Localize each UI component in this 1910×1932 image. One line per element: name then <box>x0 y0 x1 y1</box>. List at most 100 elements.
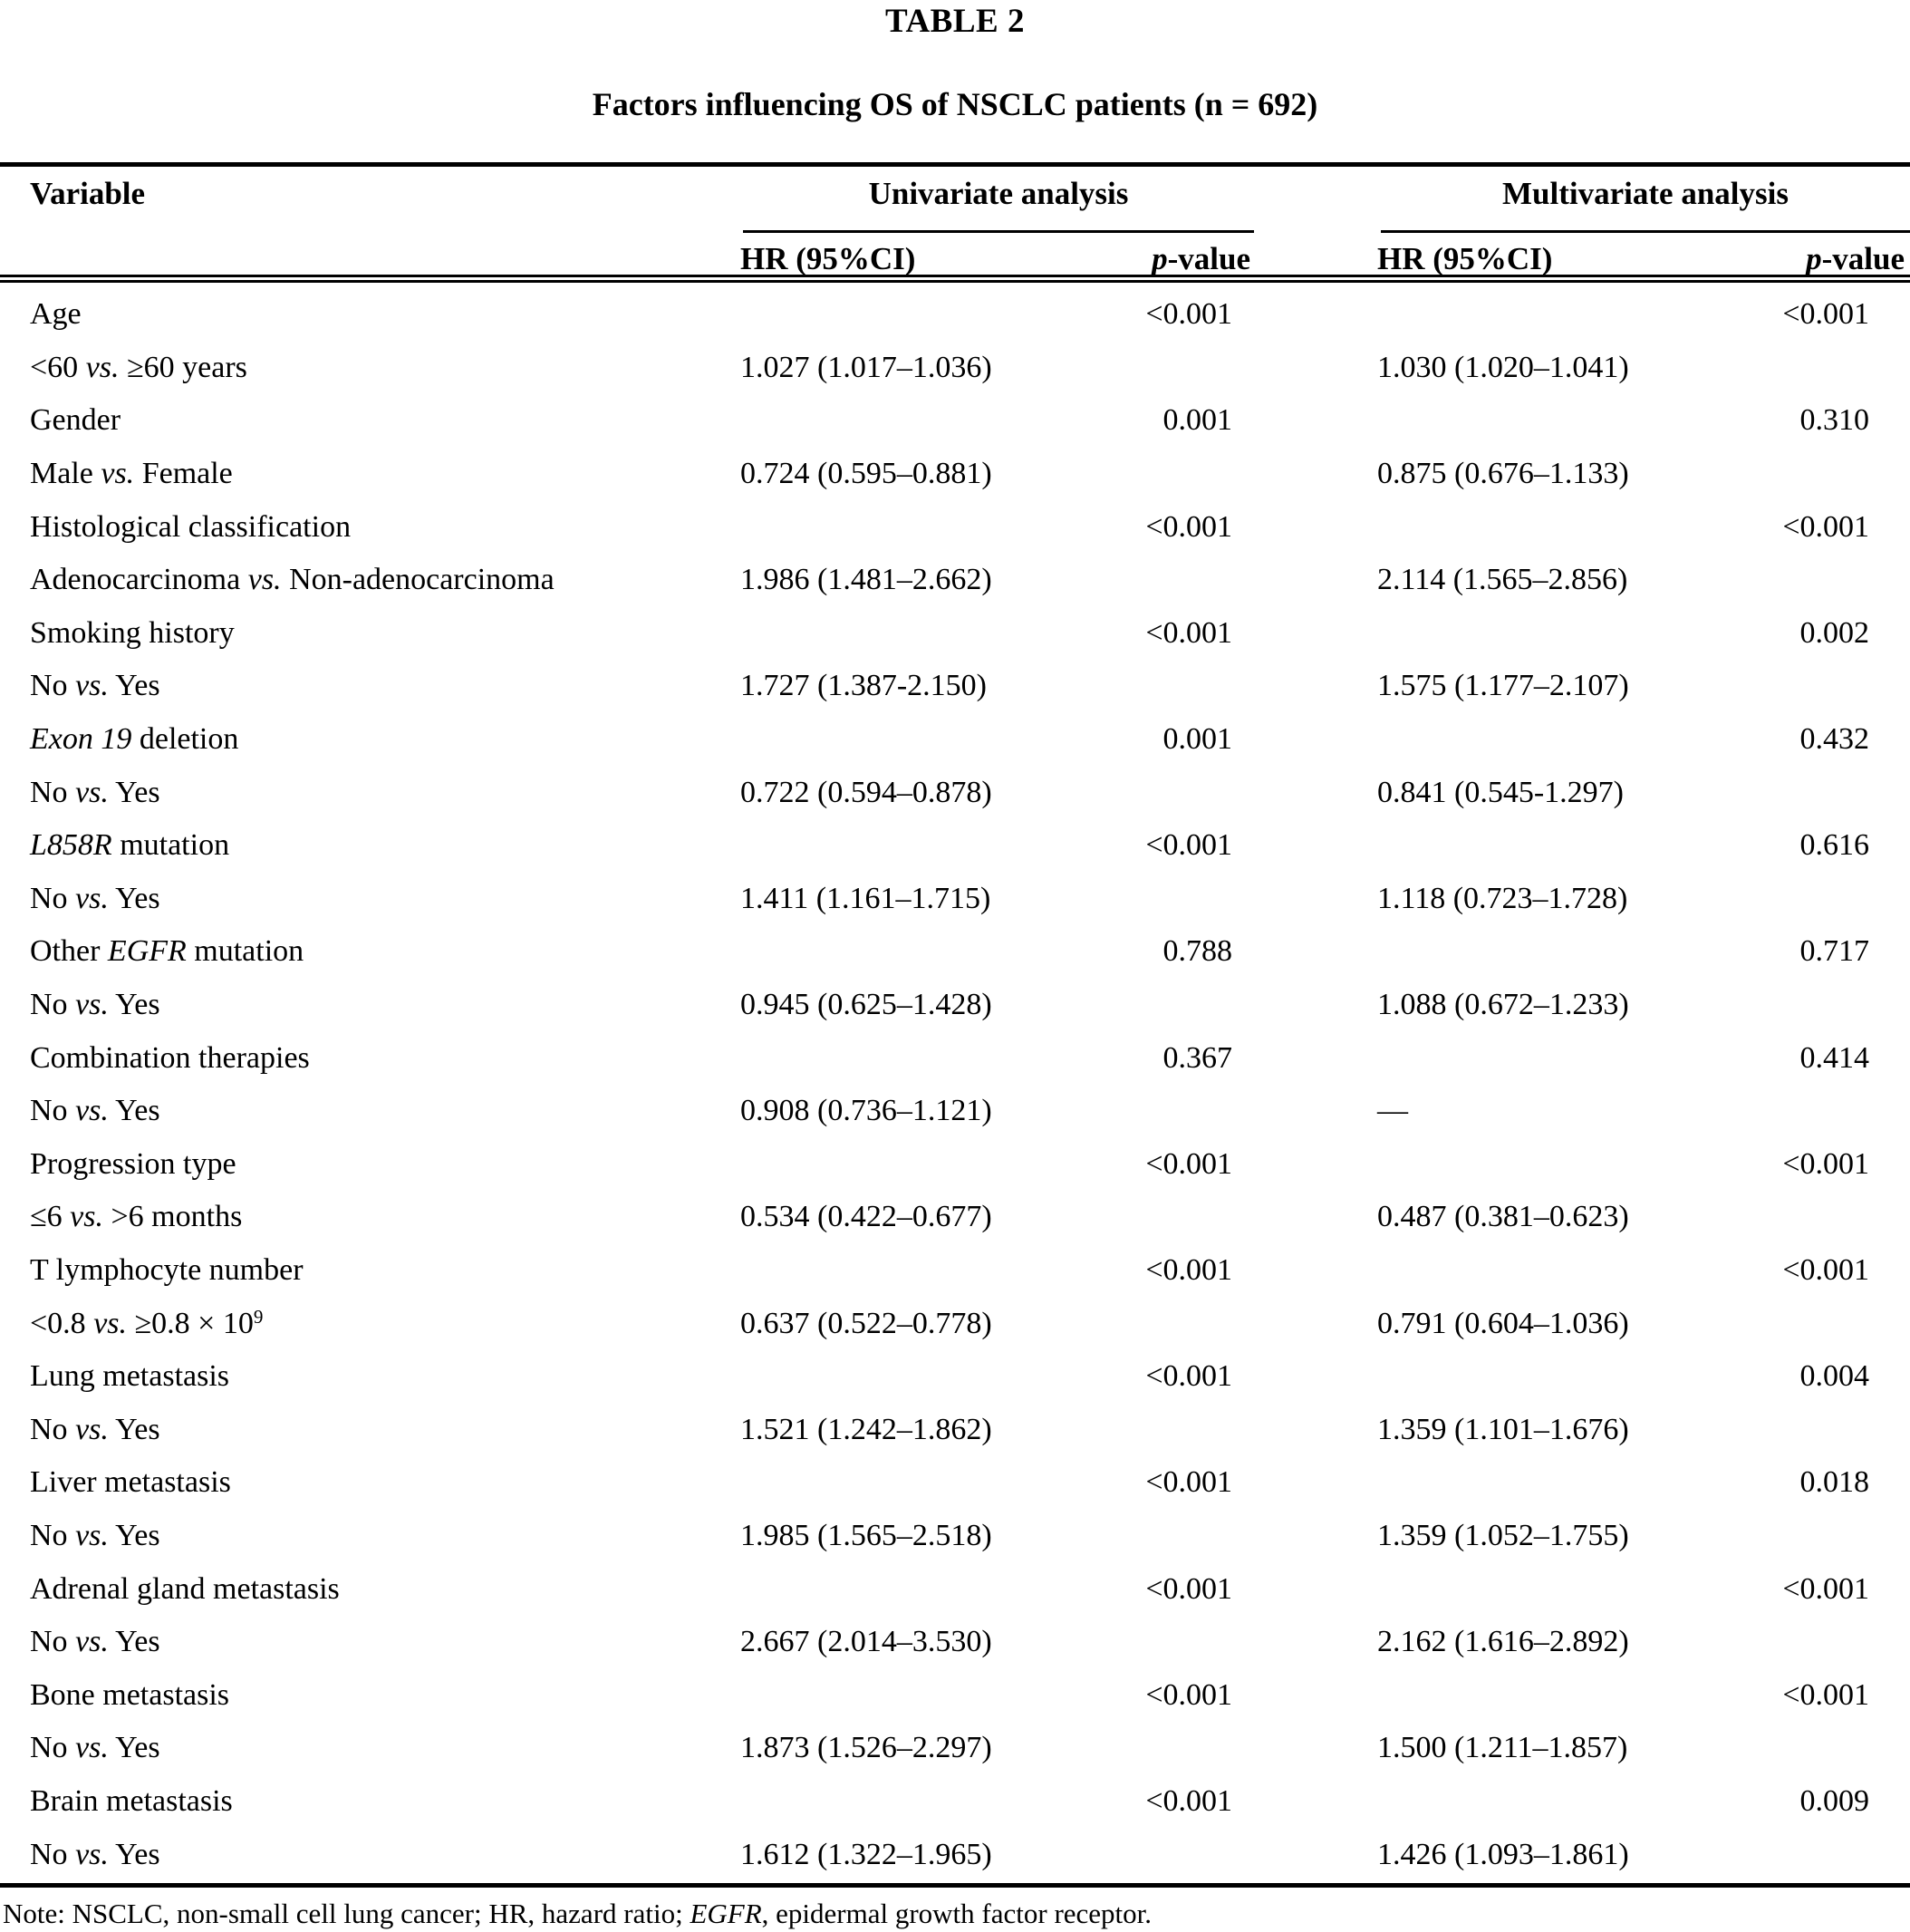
table-row: No vs. Yes 1.411 (1.161–1.715) 1.118 (0.72… <box>0 873 1910 926</box>
column-header-variable: Variable <box>30 176 146 211</box>
table-row: No vs. Yes 0.722 (0.594–0.878) 0.841 (0.54… <box>0 766 1910 819</box>
table-row: Exon 19 deletion 0.001 0.432 <box>0 713 1910 767</box>
table-row: <60 vs. ≥60 years 1.027 (1.017–1.036) 1.03… <box>0 342 1910 395</box>
variable-cell: Combination therapies <box>30 1040 310 1075</box>
table-row: No vs. Yes 0.945 (0.625–1.428) 1.088 (0.67… <box>0 979 1910 1032</box>
univariate-hr-cell: 1.986 (1.481–2.662) <box>740 563 992 597</box>
univariate-group-rule <box>743 230 1254 233</box>
table-row: No vs. Yes 1.985 (1.565–2.518) 1.359 (1.05… <box>0 1510 1910 1563</box>
multivariate-hr-cell: 0.875 (0.676–1.133) <box>1377 457 1629 491</box>
multivariate-pvalue-cell: <0.001 <box>1782 509 1869 544</box>
multivariate-pvalue-cell: 0.018 <box>1799 1465 1870 1500</box>
table-row: Brain metastasis <0.001 0.009 <box>0 1775 1910 1829</box>
table-row: L858R mutation <0.001 0.616 <box>0 819 1910 873</box>
table-row: No vs. Yes 1.612 (1.322–1.965) 1.426 (1.09… <box>0 1828 1910 1881</box>
multivariate-hr-cell: 1.500 (1.211–1.857) <box>1377 1731 1628 1765</box>
univariate-pvalue-cell: <0.001 <box>1145 1252 1232 1287</box>
univariate-pvalue-cell: <0.001 <box>1145 1359 1232 1394</box>
variable-cell: No vs. Yes <box>30 1094 160 1128</box>
multivariate-hr-cell: 1.088 (0.672–1.233) <box>1377 988 1629 1022</box>
variable-cell: ≤6 vs. >6 months <box>30 1200 243 1234</box>
variable-cell: <0.8 vs. ≥0.8 × 109 <box>30 1306 264 1340</box>
univariate-hr-cell: 1.521 (1.242–1.862) <box>740 1412 992 1446</box>
table-row: Lung metastasis <0.001 0.004 <box>0 1350 1910 1404</box>
variable-cell: <60 vs. ≥60 years <box>30 350 247 384</box>
variable-cell: No vs. Yes <box>30 1731 160 1765</box>
table-row: Smoking history <0.001 0.002 <box>0 607 1910 661</box>
multivariate-hr-cell: 0.841 (0.545-1.297) <box>1377 775 1624 809</box>
multivariate-group-rule <box>1381 230 1910 233</box>
variable-cell: No vs. Yes <box>30 1518 160 1552</box>
univariate-pvalue-cell: <0.001 <box>1145 828 1232 863</box>
group-header-univariate: Univariate analysis <box>868 176 1129 211</box>
multivariate-hr-cell: — <box>1377 1094 1408 1128</box>
header-separator-rule <box>0 275 1910 283</box>
multivariate-hr-cell: 1.426 (1.093–1.861) <box>1377 1837 1629 1871</box>
table-row: No vs. Yes 2.667 (2.014–3.530) 2.162 (1.61… <box>0 1616 1910 1669</box>
univariate-hr-cell: 1.873 (1.526–2.297) <box>740 1731 992 1765</box>
univariate-hr-cell: 0.534 (0.422–0.677) <box>740 1200 992 1234</box>
variable-cell: No vs. Yes <box>30 881 160 915</box>
univariate-hr-cell: 0.945 (0.625–1.428) <box>740 988 992 1022</box>
variable-cell: Histological classification <box>30 509 352 544</box>
table-row: Other EGFR mutation 0.788 0.717 <box>0 925 1910 979</box>
univariate-pvalue-cell: <0.001 <box>1145 1465 1232 1500</box>
multivariate-hr-cell: 1.359 (1.052–1.755) <box>1377 1518 1629 1552</box>
variable-cell: Age <box>30 297 82 332</box>
univariate-pvalue-cell: 0.001 <box>1162 403 1233 438</box>
top-rule <box>0 162 1910 167</box>
variable-cell: No vs. Yes <box>30 669 160 703</box>
table-row: T lymphocyte number <0.001 <0.001 <box>0 1244 1910 1298</box>
variable-cell: Gender <box>30 403 121 438</box>
multivariate-pvalue-cell: 0.432 <box>1799 722 1870 757</box>
variable-cell: Progression type <box>30 1146 236 1181</box>
multivariate-pvalue-cell: 0.009 <box>1799 1783 1870 1818</box>
variable-cell: T lymphocyte number <box>30 1252 304 1287</box>
univariate-hr-cell: 0.908 (0.736–1.121) <box>740 1094 992 1128</box>
table-row: Progression type <0.001 <0.001 <box>0 1138 1910 1192</box>
multivariate-pvalue-cell: <0.001 <box>1782 1677 1869 1712</box>
bottom-rule <box>0 1883 1910 1888</box>
univariate-pvalue-cell: <0.001 <box>1145 615 1232 650</box>
column-header-multivariate-pvalue: p-value <box>1806 241 1905 276</box>
multivariate-hr-cell: 1.030 (1.020–1.041) <box>1377 350 1629 384</box>
table-row: Age <0.001 <0.001 <box>0 288 1910 342</box>
variable-cell: Other EGFR mutation <box>30 934 304 969</box>
univariate-hr-cell: 2.667 (2.014–3.530) <box>740 1625 992 1659</box>
table-row: No vs. Yes 1.873 (1.526–2.297) 1.500 (1.21… <box>0 1722 1910 1775</box>
group-header-multivariate: Multivariate analysis <box>1502 176 1789 211</box>
multivariate-hr-cell: 1.359 (1.101–1.676) <box>1377 1412 1629 1446</box>
column-header-univariate-pvalue: p-value <box>1152 241 1250 276</box>
table-row: Adenocarcinoma vs. Non-adenocarcinoma 1.9… <box>0 554 1910 607</box>
table-row: Bone metastasis <0.001 <0.001 <box>0 1668 1910 1722</box>
variable-cell: No vs. Yes <box>30 775 160 809</box>
univariate-pvalue-cell: <0.001 <box>1145 1677 1232 1712</box>
table-row: No vs. Yes 1.521 (1.242–1.862) 1.359 (1.10… <box>0 1403 1910 1456</box>
multivariate-pvalue-cell: <0.001 <box>1782 1571 1869 1606</box>
univariate-hr-cell: 1.027 (1.017–1.036) <box>740 350 992 384</box>
table-row: Gender 0.001 0.310 <box>0 394 1910 448</box>
multivariate-pvalue-cell: <0.001 <box>1782 1146 1869 1181</box>
table-row: Liver metastasis <0.001 0.018 <box>0 1456 1910 1510</box>
multivariate-hr-cell: 1.118 (0.723–1.728) <box>1377 881 1628 915</box>
variable-cell: Brain metastasis <box>30 1783 233 1818</box>
univariate-pvalue-cell: <0.001 <box>1145 1146 1232 1181</box>
table-row: Combination therapies 0.367 0.414 <box>0 1031 1910 1085</box>
variable-cell: Bone metastasis <box>30 1677 230 1712</box>
multivariate-hr-cell: 0.487 (0.381–0.623) <box>1377 1200 1629 1234</box>
table-row: Histological classification <0.001 <0.001 <box>0 500 1910 554</box>
variable-cell: Adrenal gland metastasis <box>30 1571 340 1606</box>
multivariate-pvalue-cell: 0.004 <box>1799 1359 1870 1394</box>
univariate-pvalue-cell: 0.001 <box>1162 722 1233 757</box>
univariate-pvalue-cell: 0.788 <box>1162 934 1233 969</box>
table-row: No vs. Yes 0.908 (0.736–1.121) — <box>0 1085 1910 1138</box>
column-header-multivariate-hr: HR (95%CI) <box>1377 241 1553 276</box>
table-row: <0.8 vs. ≥0.8 × 109 0.637 (0.522–0.778) 0.… <box>0 1297 1910 1350</box>
table-row: No vs. Yes 1.727 (1.387-2.150) 1.575 (1.17… <box>0 660 1910 713</box>
univariate-hr-cell: 1.727 (1.387-2.150) <box>740 669 987 703</box>
variable-cell: No vs. Yes <box>30 1625 160 1659</box>
univariate-hr-cell: 0.637 (0.522–0.778) <box>740 1306 992 1340</box>
table-note: Note: NSCLC, non-small cell lung cancer;… <box>3 1898 1153 1929</box>
univariate-pvalue-cell: <0.001 <box>1145 509 1232 544</box>
